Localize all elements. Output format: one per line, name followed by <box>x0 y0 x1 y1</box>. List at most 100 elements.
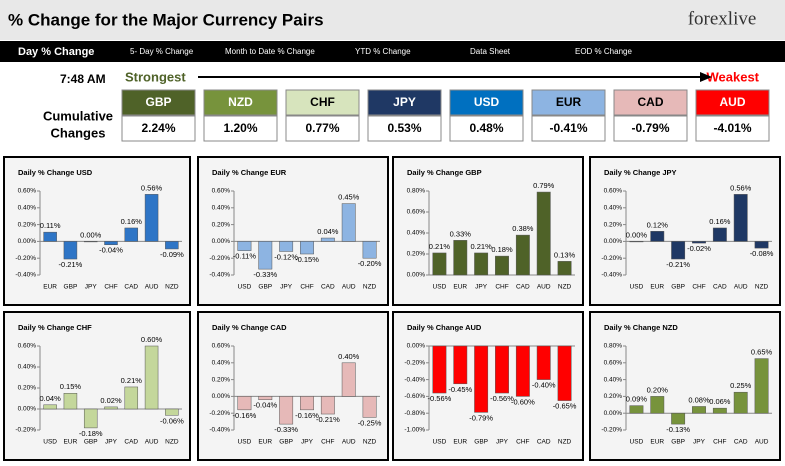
currency-change: -0.79% <box>631 121 669 135</box>
x-tick-label: NZD <box>558 284 572 291</box>
bar <box>300 396 314 411</box>
value-label: 0.06% <box>709 397 731 406</box>
currency-change-box <box>695 115 770 142</box>
x-tick-label: JPY <box>280 284 293 291</box>
x-tick-label: CAD <box>537 439 551 446</box>
bar <box>362 396 377 418</box>
x-tick-label: JPY <box>301 439 314 446</box>
x-tick-label: NZD <box>363 439 377 446</box>
tab[interactable]: 5- Day % Change <box>130 47 194 56</box>
bar <box>671 412 686 425</box>
x-tick-label: CAD <box>321 284 335 291</box>
bar <box>432 252 447 276</box>
y-tick-label: 0.20% <box>212 221 231 228</box>
bar <box>515 345 530 397</box>
x-tick-label: CHF <box>321 439 334 446</box>
x-tick-label: AUD <box>145 284 159 291</box>
x-tick-label: CAD <box>713 284 727 291</box>
x-tick-label: NZD <box>165 284 179 291</box>
y-tick-label: 0.60% <box>604 360 623 367</box>
x-tick-label: JPY <box>105 439 118 446</box>
currency-code: CAD <box>638 95 664 109</box>
x-tick-label: EUR <box>650 284 664 291</box>
y-tick-label: 0.20% <box>604 393 623 400</box>
x-tick-label: CAD <box>124 439 138 446</box>
chart-title: Daily % Change GBP <box>407 168 482 177</box>
currency-code: GBP <box>145 95 171 109</box>
x-tick-label: CHF <box>495 284 508 291</box>
y-tick-label: -0.80% <box>404 410 425 417</box>
y-tick-label: 0.40% <box>18 205 37 212</box>
value-label: -0.40% <box>532 381 556 390</box>
y-tick-label: 0.20% <box>18 221 37 228</box>
logo: forexlive <box>688 8 757 29</box>
x-tick-label: AUD <box>537 284 551 291</box>
tab[interactable]: YTD % Change <box>355 47 411 56</box>
bar <box>629 405 644 414</box>
value-label: 0.13% <box>554 250 576 259</box>
x-tick-label: JPY <box>85 284 98 291</box>
y-tick-label: -1.00% <box>404 427 425 434</box>
y-tick-label: 0.40% <box>604 376 623 383</box>
currency-change-box <box>613 115 688 142</box>
currency-change: 1.20% <box>223 121 257 135</box>
y-tick-label: 0.40% <box>407 230 426 237</box>
bar <box>104 406 118 410</box>
bar <box>536 191 551 276</box>
x-tick-label: CHF <box>300 284 313 291</box>
tab[interactable]: EOD % Change <box>575 47 632 56</box>
y-tick-label: -0.40% <box>209 427 230 434</box>
y-tick-label: 0.00% <box>604 410 623 417</box>
cumulative-label: Changes <box>51 125 106 140</box>
value-label: 0.16% <box>709 217 731 226</box>
bar <box>453 240 468 276</box>
x-tick-label: JPY <box>475 284 488 291</box>
value-label: 0.56% <box>730 183 752 192</box>
bar <box>83 241 98 243</box>
tab[interactable]: Day % Change <box>18 46 94 58</box>
x-tick-label: GBP <box>258 284 272 291</box>
currency-change: -4.01% <box>713 121 751 135</box>
currency-box <box>695 89 770 116</box>
bar <box>237 241 252 251</box>
currency-change-box <box>285 115 360 142</box>
currency-change-box <box>449 115 524 142</box>
y-tick-label: 0.00% <box>407 272 426 279</box>
bar <box>557 345 572 401</box>
x-tick-label: NZD <box>363 284 377 291</box>
y-tick-label: 0.60% <box>407 209 426 216</box>
bar <box>692 406 706 414</box>
x-tick-label: EUR <box>258 439 272 446</box>
value-label: -0.16% <box>295 411 319 420</box>
x-tick-label: USD <box>238 439 252 446</box>
value-label: -0.60% <box>511 397 535 406</box>
tab[interactable]: Month to Date % Change <box>225 47 315 56</box>
x-tick-label: GBP <box>279 439 293 446</box>
x-tick-label: EUR <box>43 284 57 291</box>
value-label: -0.25% <box>358 418 382 427</box>
tab[interactable]: Data Sheet <box>470 47 511 56</box>
value-label: -0.33% <box>274 425 298 434</box>
bar <box>320 396 335 415</box>
title-bar <box>0 0 785 40</box>
bar <box>754 241 769 249</box>
bar <box>650 231 665 242</box>
y-tick-label: 0.80% <box>407 188 426 195</box>
y-tick-label: 0.40% <box>212 205 231 212</box>
y-tick-label: 0.00% <box>18 238 37 245</box>
y-tick-label: -0.20% <box>209 410 230 417</box>
currency-code: EUR <box>556 95 582 109</box>
value-label: -0.16% <box>233 411 257 420</box>
currency-box <box>203 89 278 116</box>
x-tick-label: USD <box>433 439 447 446</box>
value-label: 0.20% <box>647 385 669 394</box>
currency-change-box <box>531 115 606 142</box>
value-label: -0.21% <box>316 415 340 424</box>
y-tick-label: 0.00% <box>18 406 37 413</box>
page-title: % Change for the Major Currency Pairs <box>8 10 324 29</box>
y-tick-label: 0.20% <box>212 376 231 383</box>
chart-title: Daily % Change CHF <box>18 323 92 332</box>
bar <box>362 241 377 259</box>
value-label: -0.20% <box>358 259 382 268</box>
x-tick-label: GBP <box>671 284 685 291</box>
